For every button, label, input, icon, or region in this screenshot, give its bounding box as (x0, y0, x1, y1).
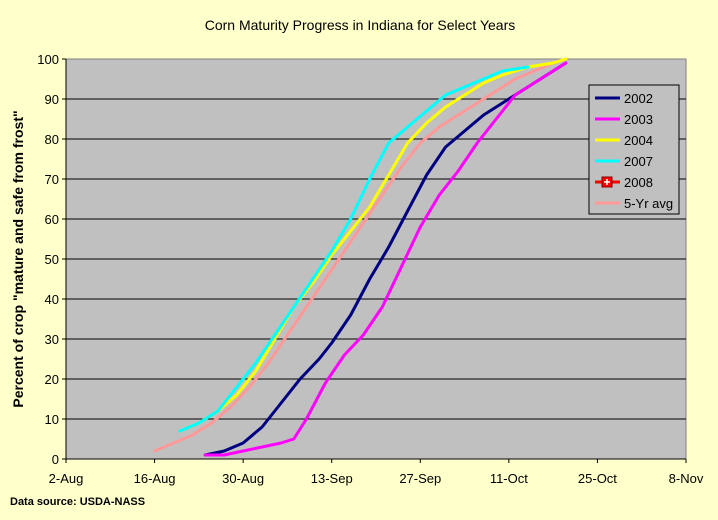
series-line-2007 (178, 65, 530, 433)
series-line-2002 (203, 61, 568, 457)
series-line-2003 (203, 61, 568, 457)
x-tick-label: 27-Sep (399, 471, 441, 486)
y-tick-label: 20 (45, 372, 59, 387)
legend-box (588, 84, 680, 215)
x-tick-label: 2-Aug (49, 471, 84, 486)
data-source-note: Data source: USDA-NASS (10, 496, 145, 508)
legend-label-2008: 2008 (624, 175, 653, 190)
y-tick-label: 30 (45, 332, 59, 347)
legend-label-2003: 2003 (624, 112, 653, 127)
x-tick-label: 8-Nov (669, 471, 704, 486)
legend: 2002 2003 2004 2007 2008 5-Yr avg (588, 84, 680, 215)
y-tick-label: 50 (45, 252, 59, 267)
y-tick-label: 0 (52, 452, 59, 467)
series-line-5-yr-avg (153, 57, 568, 453)
y-tick-label: 70 (45, 172, 59, 187)
legend-label-2002: 2002 (624, 91, 653, 106)
legend-label-5-yr-avg: 5-Yr avg (624, 196, 673, 211)
series-lines (153, 57, 568, 457)
y-tick-label: 60 (45, 212, 59, 227)
axes: 0 10 20 30 40 50 60 70 80 90 100 2-Aug 16-Aug 30-Aug 1… (37, 52, 704, 486)
y-tick-label: 10 (45, 412, 59, 427)
x-tick-label: 25-Oct (578, 471, 617, 486)
legend-marker-plus (604, 179, 610, 185)
x-tick-label: 16-Aug (134, 471, 176, 486)
series-line-2004 (178, 57, 568, 433)
y-tick-label: 90 (45, 92, 59, 107)
x-tick-label: 30-Aug (222, 471, 264, 486)
y-tick-label: 100 (37, 52, 59, 67)
legend-label-2007: 2007 (624, 154, 653, 169)
y-tick-label: 80 (45, 132, 59, 147)
legend-label-2004: 2004 (624, 133, 653, 148)
x-tick-label: 11-Oct (490, 471, 528, 486)
y-tick-label: 40 (45, 292, 59, 307)
chart-title: Corn Maturity Progress in Indiana for Se… (205, 17, 516, 33)
y-axis-label: Percent of crop "mature and safe from fr… (10, 110, 26, 407)
x-tick-label: 13-Sep (311, 471, 353, 486)
gridlines (66, 98, 686, 420)
